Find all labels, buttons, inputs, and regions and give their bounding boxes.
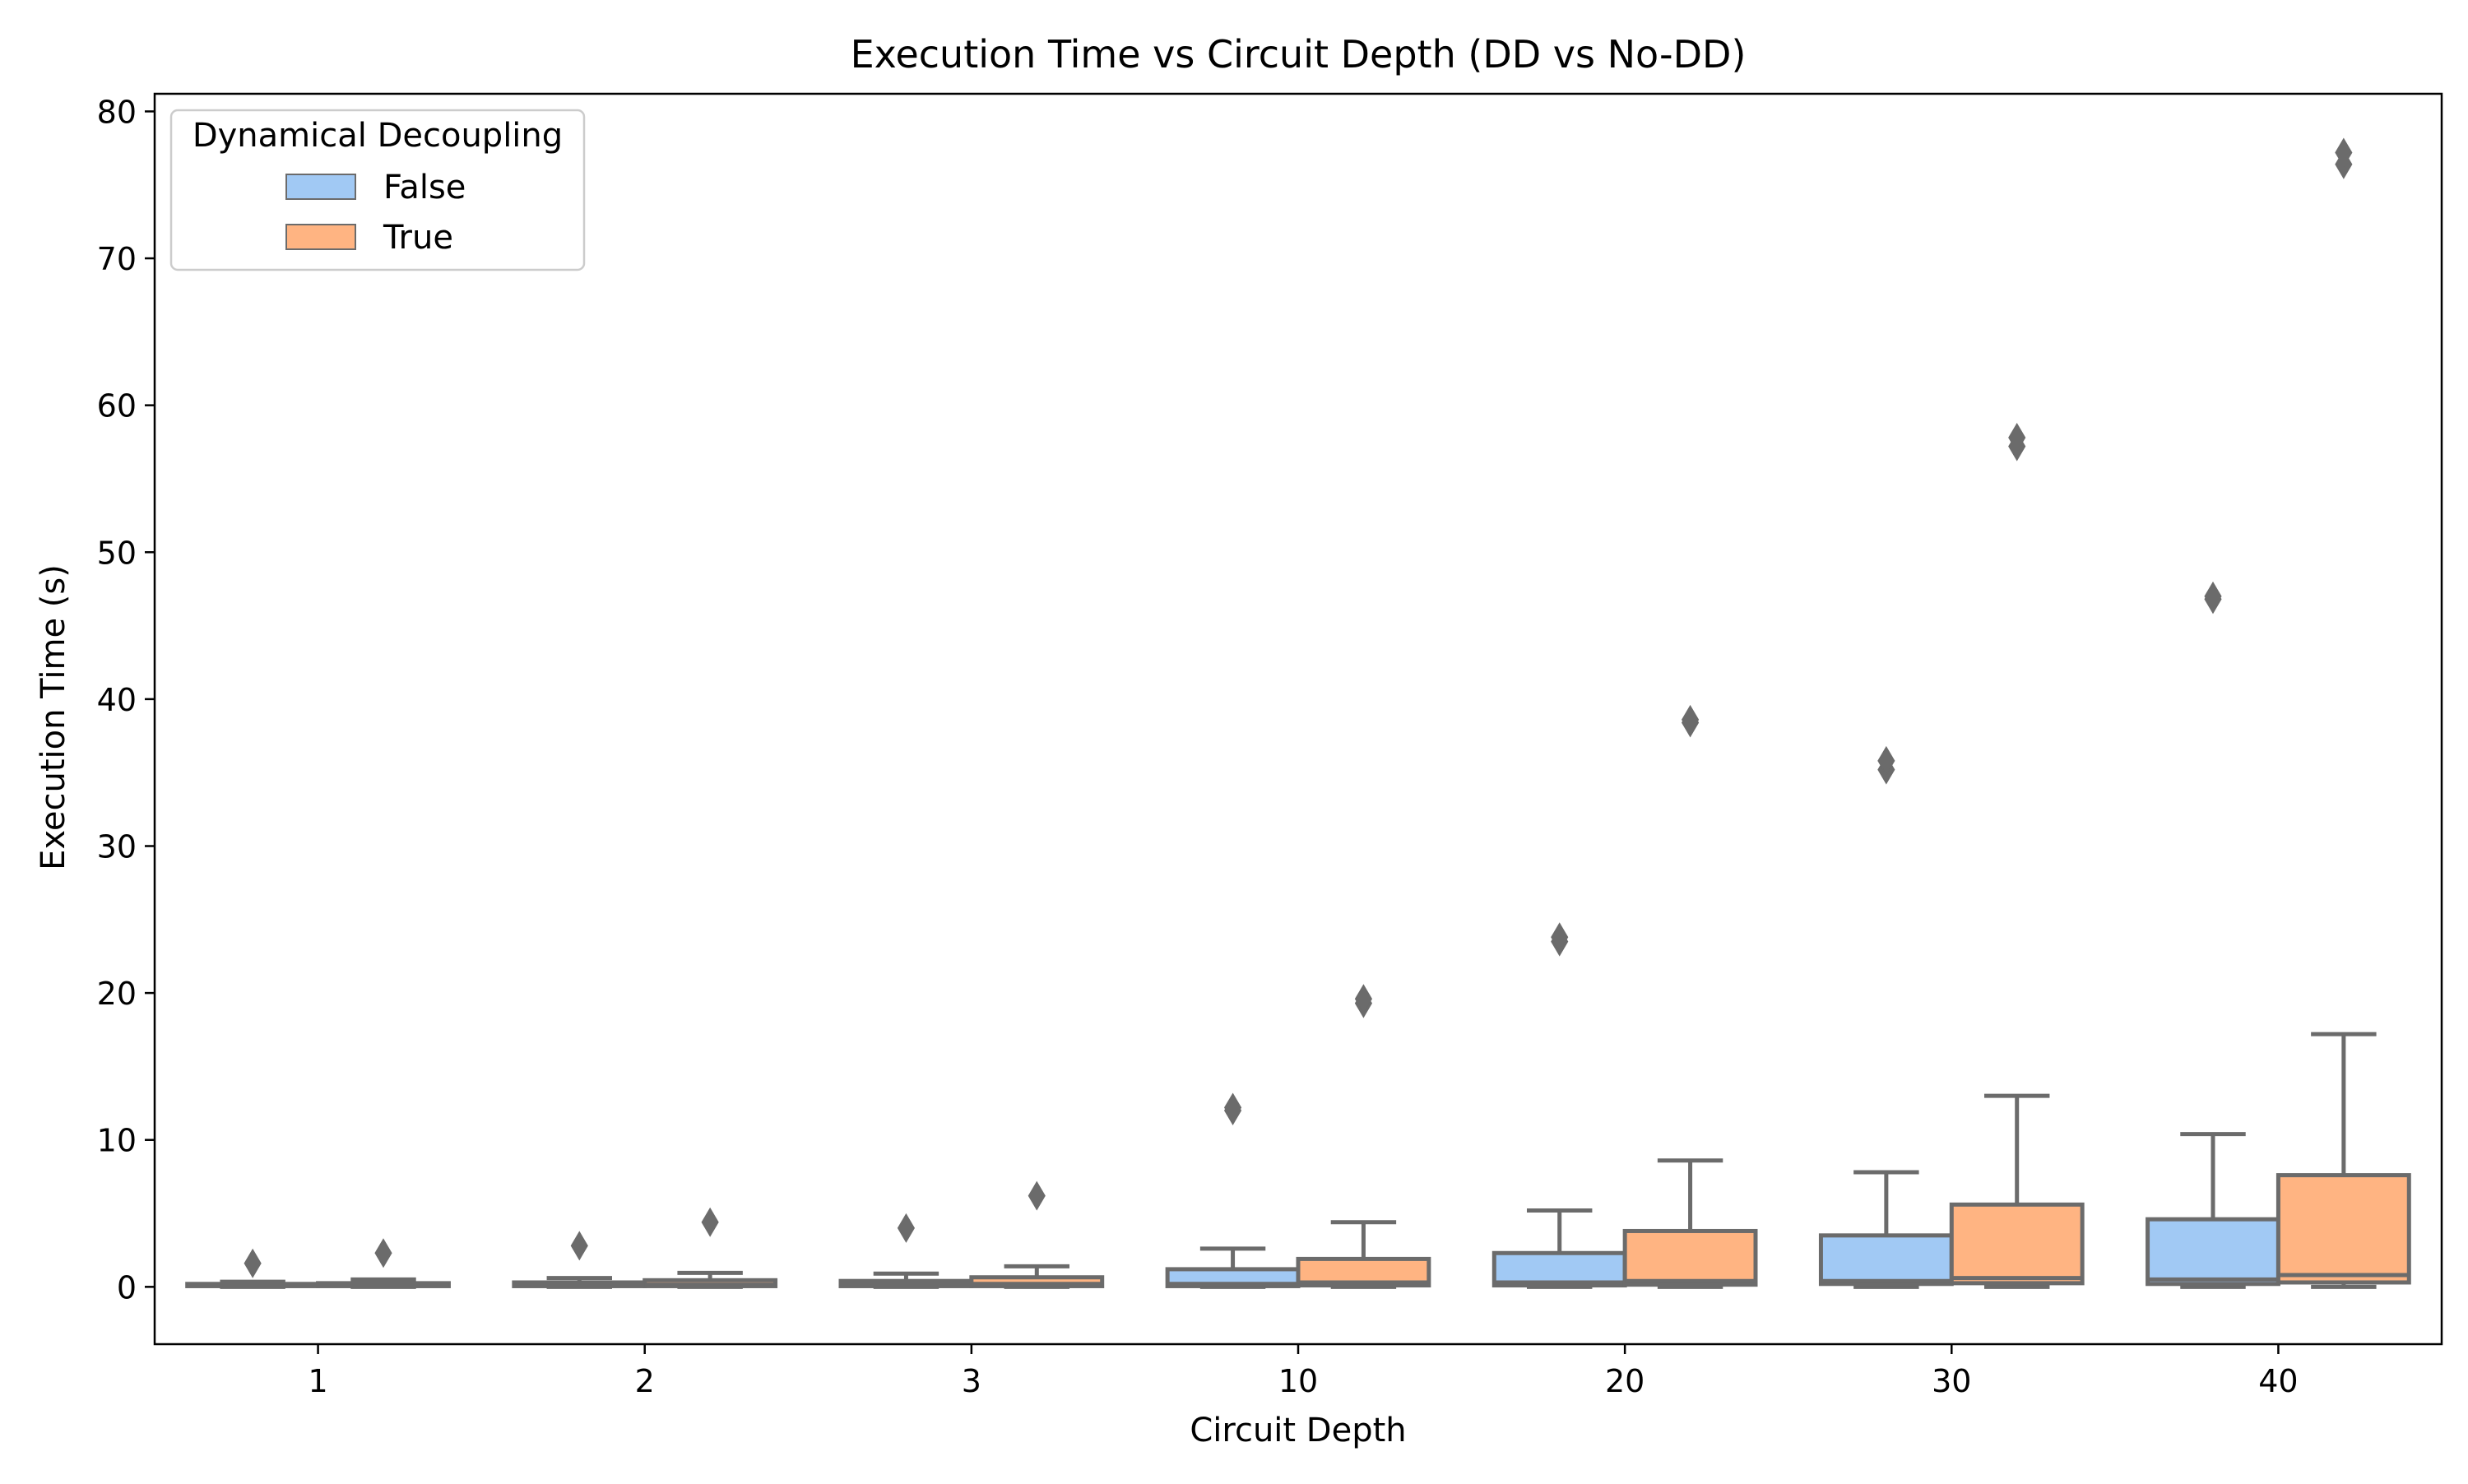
legend: Dynamical Decoupling False True xyxy=(169,109,586,271)
box-plot-layer xyxy=(185,137,2411,1289)
y-tick-label: 20 xyxy=(97,976,137,1012)
x-tick-label: 1 xyxy=(308,1363,327,1399)
x-tick-label: 3 xyxy=(962,1363,981,1399)
y-tick-layer: 0 10 20 30 40 50 60 70 80 xyxy=(97,94,155,1305)
box-true xyxy=(1622,1228,1758,1287)
box-false xyxy=(1818,1233,1954,1287)
legend-label-true: True xyxy=(383,219,453,257)
box-true xyxy=(1949,1202,2085,1286)
x-axis-label: Circuit Depth xyxy=(1190,1412,1406,1449)
y-tick-label: 50 xyxy=(97,535,137,571)
legend-frame xyxy=(169,109,586,271)
y-tick-label: 10 xyxy=(97,1123,137,1159)
outlier-point xyxy=(1354,984,1373,1014)
x-tick-label: 10 xyxy=(1278,1363,1318,1399)
outlier-point xyxy=(244,1248,262,1278)
legend-title: Dynamical Decoupling xyxy=(193,117,563,155)
outlier-point xyxy=(374,1238,392,1268)
legend-label-false: False xyxy=(383,169,466,206)
plot-area-frame xyxy=(153,92,2443,1346)
outlier-point xyxy=(897,1213,916,1243)
y-tick-label: 60 xyxy=(97,388,137,424)
y-tick-label: 70 xyxy=(97,241,137,277)
outlier-point xyxy=(701,1207,719,1237)
outlier-point xyxy=(1223,1092,1242,1123)
outlier-point xyxy=(1877,745,1895,776)
chart-title: Execution Time vs Circuit Depth (DD vs N… xyxy=(851,32,1747,77)
outlier-point xyxy=(1028,1180,1046,1211)
outlier-point xyxy=(2204,581,2222,611)
legend-swatch-true xyxy=(285,224,356,250)
y-tick-label: 0 xyxy=(117,1269,137,1305)
x-tick-label: 2 xyxy=(635,1363,655,1399)
outlier-point xyxy=(2008,422,2026,452)
x-tick-label: 30 xyxy=(1932,1363,1971,1399)
box-false xyxy=(2146,1217,2280,1287)
box-true xyxy=(969,1275,1105,1288)
outlier-point xyxy=(570,1231,588,1261)
x-tick-label: 20 xyxy=(1605,1363,1645,1399)
y-axis-label: Execution Time (s) xyxy=(35,564,72,870)
y-tick-label: 30 xyxy=(97,829,137,865)
outlier-point xyxy=(2335,137,2353,168)
outlier-point xyxy=(1551,922,1569,953)
x-tick-label: 40 xyxy=(2258,1363,2298,1399)
y-tick-label: 40 xyxy=(97,682,137,718)
x-tick-layer: 1 2 3 10 20 30 40 xyxy=(308,1344,2299,1399)
y-tick-label: 80 xyxy=(97,94,137,130)
legend-swatch-false xyxy=(285,174,356,200)
box-true xyxy=(2275,1173,2411,1285)
outlier-point xyxy=(1681,704,1700,735)
